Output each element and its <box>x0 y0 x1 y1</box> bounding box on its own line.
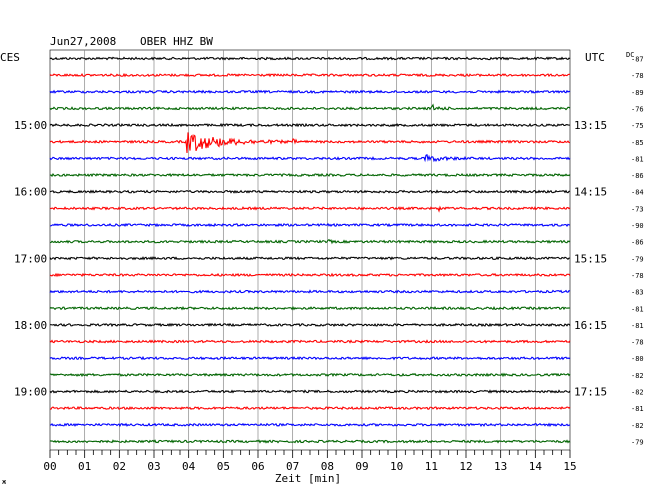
trace-line <box>49 132 571 154</box>
hour-label-left: 17:00 <box>14 252 47 265</box>
trace-line <box>49 439 571 444</box>
chart-station: OBER HHZ BW <box>140 35 213 48</box>
x-tick-label: 07 <box>286 460 299 473</box>
dc-offset-label: -73 <box>631 205 644 213</box>
dc-offset-label: -85 <box>631 139 644 147</box>
x-tick-label: 14 <box>529 460 543 473</box>
x-tick-label: 09 <box>355 460 368 473</box>
trace-group <box>49 56 571 444</box>
hour-label-right: 16:15 <box>574 319 607 332</box>
dc-offset-label: -79 <box>631 255 644 263</box>
dc-offset-label: -78 <box>631 272 644 280</box>
x-tick-label: 12 <box>459 460 472 473</box>
hour-label-right: 17:15 <box>574 386 607 399</box>
trace-line <box>49 172 571 178</box>
trace-line <box>49 422 571 428</box>
plot-frame <box>49 49 571 451</box>
trace-line <box>49 256 571 261</box>
x-tick-label: 04 <box>182 460 196 473</box>
x-tick-label: 13 <box>494 460 507 473</box>
trace-line <box>49 289 571 294</box>
x-tick-label: 02 <box>113 460 126 473</box>
trace-line <box>49 372 571 378</box>
trace-line <box>49 405 571 411</box>
trace-line <box>49 89 571 95</box>
dc-offset-label: -87 <box>631 56 644 64</box>
chart-date: Jun27,2008 <box>50 35 116 48</box>
dc-offset-label: -78 <box>631 339 644 347</box>
dc-offset-label: -78 <box>631 72 644 80</box>
trace-line <box>49 205 571 213</box>
dc-offset-label: -81 <box>631 322 644 330</box>
x-axis: 00 01 02 03 04 05 06 07 08 09 10 11 12 13 14 15 <box>43 450 577 473</box>
trace-line <box>49 72 571 78</box>
hour-label-right: 14:15 <box>574 186 607 199</box>
dc-label: DC <box>626 51 634 59</box>
x-tick-label: 00 <box>43 460 56 473</box>
trace-line <box>49 322 571 328</box>
dc-offset-label: -83 <box>631 289 644 297</box>
dc-offset-label: -84 <box>631 189 644 197</box>
hour-label-right: 13:15 <box>574 119 607 132</box>
dc-offset-label: -90 <box>631 222 644 230</box>
hour-label-left: 15:00 <box>14 119 47 132</box>
x-tick-label: 08 <box>321 460 334 473</box>
x-tick-label: 05 <box>217 460 230 473</box>
trace-line <box>49 238 571 245</box>
x-tick-label: 03 <box>147 460 160 473</box>
dc-offset-label: -75 <box>631 122 644 130</box>
dc-offset-label: -76 <box>631 105 644 113</box>
x-tick-label: 15 <box>563 460 576 473</box>
dc-offset-label: -81 <box>631 405 644 413</box>
trace-line <box>50 222 571 228</box>
trace-line <box>49 154 571 163</box>
trace-line <box>49 122 571 128</box>
trace-line <box>49 355 571 361</box>
hour-label-left: 18:00 <box>14 319 47 332</box>
right-zone-label: UTC <box>585 51 605 64</box>
corner-mark: ж <box>2 478 7 486</box>
dc-offset-label: -86 <box>631 239 644 247</box>
trace-line <box>49 189 571 194</box>
dc-offset-label: -81 <box>631 155 644 163</box>
dc-offset-label: -82 <box>631 372 644 380</box>
trace-line <box>49 103 571 111</box>
trace-line <box>49 56 571 61</box>
x-tick-label: 10 <box>390 460 403 473</box>
row-labels: 15:00 16:00 17:00 18:00 19:00 13:15 14:15 15:15… <box>14 56 644 447</box>
dc-offset-label: -86 <box>631 172 644 180</box>
hour-label-left: 16:00 <box>14 186 47 199</box>
hour-label-left: 19:00 <box>14 386 47 399</box>
left-zone-label: CES <box>0 51 20 64</box>
x-axis-label: Zeit [min] <box>275 472 341 485</box>
dc-offset-label: -89 <box>631 89 644 97</box>
grid-lines <box>84 50 536 450</box>
x-tick-label: 01 <box>78 460 91 473</box>
dc-offset-label: -79 <box>631 438 644 446</box>
trace-line <box>49 272 571 278</box>
x-tick-label: 06 <box>251 460 264 473</box>
dc-offset-label: -80 <box>631 355 644 363</box>
trace-line <box>49 339 571 344</box>
trace-line <box>49 389 571 394</box>
dc-offset-label: -81 <box>631 305 644 313</box>
dc-offset-label: -82 <box>631 389 644 397</box>
trace-line <box>49 305 571 311</box>
hour-label-right: 15:15 <box>574 252 607 265</box>
dc-offset-label: -82 <box>631 422 644 430</box>
x-tick-label: 11 <box>425 460 438 473</box>
